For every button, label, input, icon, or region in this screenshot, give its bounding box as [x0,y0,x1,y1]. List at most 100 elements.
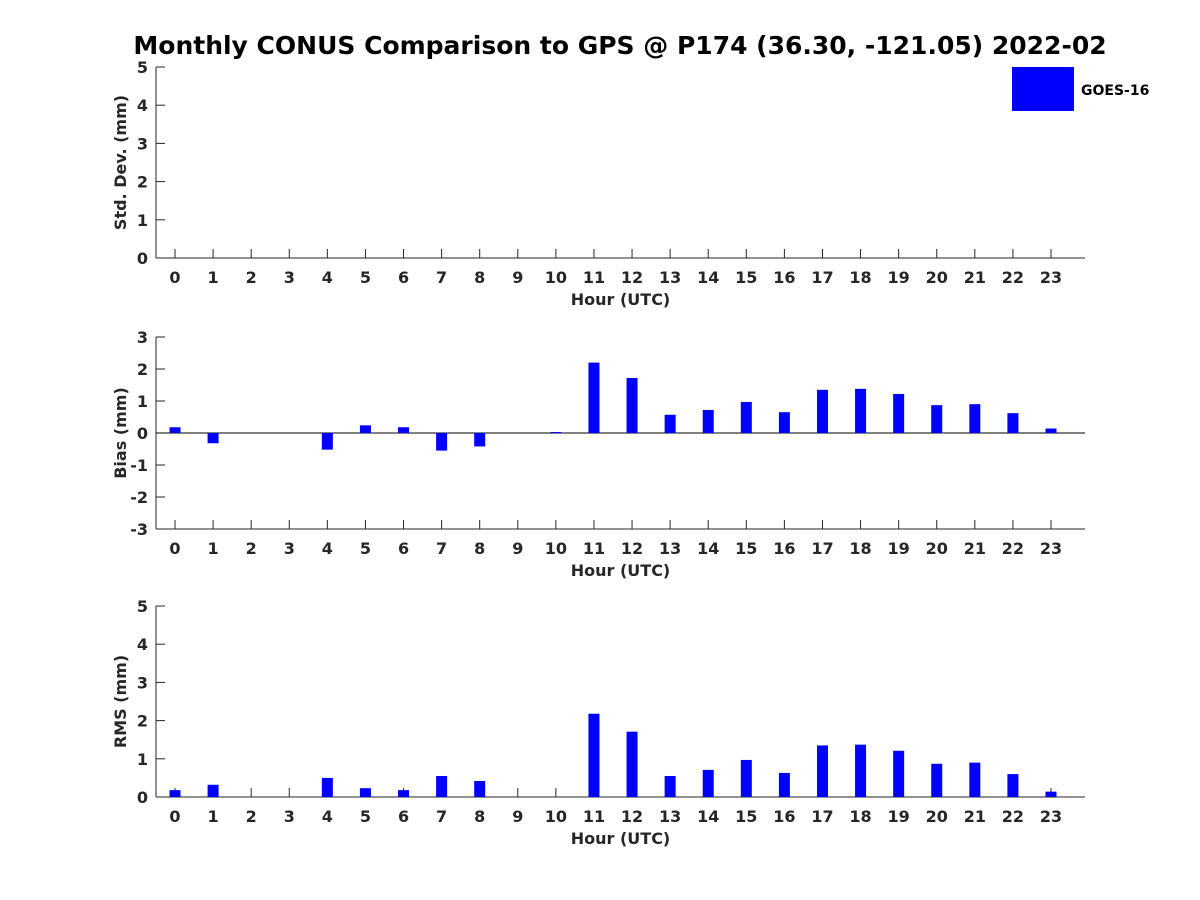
x-tick-label: 1 [208,807,219,826]
y-axis-label: Std. Dev. (mm) [111,95,130,230]
bar [969,404,981,433]
x-tick-label: 19 [888,539,910,558]
legend-swatch [1012,67,1074,111]
y-tick-label: 2 [137,360,148,379]
y-tick-label: -1 [130,456,148,475]
bar [1045,428,1057,433]
x-tick-label: 5 [360,807,371,826]
bar [893,750,905,797]
x-tick-label: 0 [169,539,180,558]
x-tick-label: 13 [659,539,681,558]
y-axis-label: RMS (mm) [111,655,130,748]
bar [474,780,486,797]
bar [931,763,943,797]
y-tick-label: 0 [137,424,148,443]
x-tick-label: 1 [208,539,219,558]
chart-title: Monthly CONUS Comparison to GPS @ P174 (… [133,31,1106,60]
x-tick-label: 17 [811,807,833,826]
x-axis-label: Hour (UTC) [571,829,671,848]
x-tick-label: 19 [888,268,910,287]
x-tick-label: 3 [284,268,295,287]
bar [778,772,790,797]
bar [588,362,600,433]
x-tick-label: 6 [398,268,409,287]
bar [626,377,638,433]
bar [169,790,181,797]
y-tick-label: 3 [137,134,148,153]
y-tick-label: 1 [137,750,148,769]
y-tick-label: 3 [137,328,148,347]
x-tick-label: 12 [621,268,643,287]
bar [359,425,371,433]
x-tick-label: 3 [284,539,295,558]
x-tick-label: 5 [360,539,371,558]
x-tick-label: 10 [545,268,567,287]
y-tick-label: 0 [137,788,148,807]
bar [398,427,410,433]
y-tick-label: -2 [130,488,148,507]
y-tick-label: -3 [130,520,148,539]
x-tick-label: 9 [512,539,523,558]
x-tick-label: 20 [926,807,948,826]
bar [893,393,905,433]
y-tick-label: 4 [137,96,148,115]
x-tick-label: 20 [926,268,948,287]
x-tick-label: 22 [1002,807,1024,826]
bar [778,412,790,433]
x-tick-label: 8 [474,539,485,558]
x-tick-label: 7 [436,268,447,287]
x-tick-label: 14 [697,539,719,558]
y-tick-label: 0 [137,249,148,268]
x-tick-label: 9 [512,268,523,287]
x-tick-label: 4 [322,539,333,558]
x-axis-label: Hour (UTC) [571,290,671,309]
bar [207,784,219,797]
bar [321,777,333,797]
x-tick-label: 2 [246,268,257,287]
x-tick-label: 23 [1040,268,1062,287]
bar [550,432,562,434]
y-tick-label: 5 [137,597,148,616]
x-tick-label: 16 [773,268,795,287]
bar [1007,413,1019,433]
x-tick-label: 5 [360,268,371,287]
bar [359,788,371,797]
x-tick-label: 10 [545,539,567,558]
x-tick-label: 15 [735,539,757,558]
bar [436,775,448,797]
bar [1045,791,1057,797]
x-tick-label: 4 [322,807,333,826]
bar [931,405,943,433]
x-tick-label: 15 [735,268,757,287]
x-tick-label: 22 [1002,539,1024,558]
bar [207,433,219,444]
x-tick-label: 12 [621,807,643,826]
x-tick-label: 7 [436,807,447,826]
bar [664,775,676,797]
x-tick-label: 11 [583,539,605,558]
bar [816,745,828,797]
x-tick-label: 2 [246,807,257,826]
bar [169,427,181,433]
x-tick-label: 6 [398,807,409,826]
x-tick-label: 0 [169,268,180,287]
x-tick-label: 18 [849,268,871,287]
x-tick-label: 16 [773,807,795,826]
x-tick-label: 12 [621,539,643,558]
x-tick-label: 22 [1002,268,1024,287]
x-tick-label: 21 [964,807,986,826]
x-tick-label: 6 [398,539,409,558]
y-tick-label: 2 [137,173,148,192]
x-tick-label: 9 [512,807,523,826]
x-tick-label: 14 [697,807,719,826]
bar [321,433,333,450]
bar [626,731,638,797]
x-tick-label: 3 [284,807,295,826]
bar [855,744,867,797]
x-tick-label: 11 [583,807,605,826]
bar [816,389,828,433]
x-tick-label: 0 [169,807,180,826]
x-tick-label: 8 [474,807,485,826]
